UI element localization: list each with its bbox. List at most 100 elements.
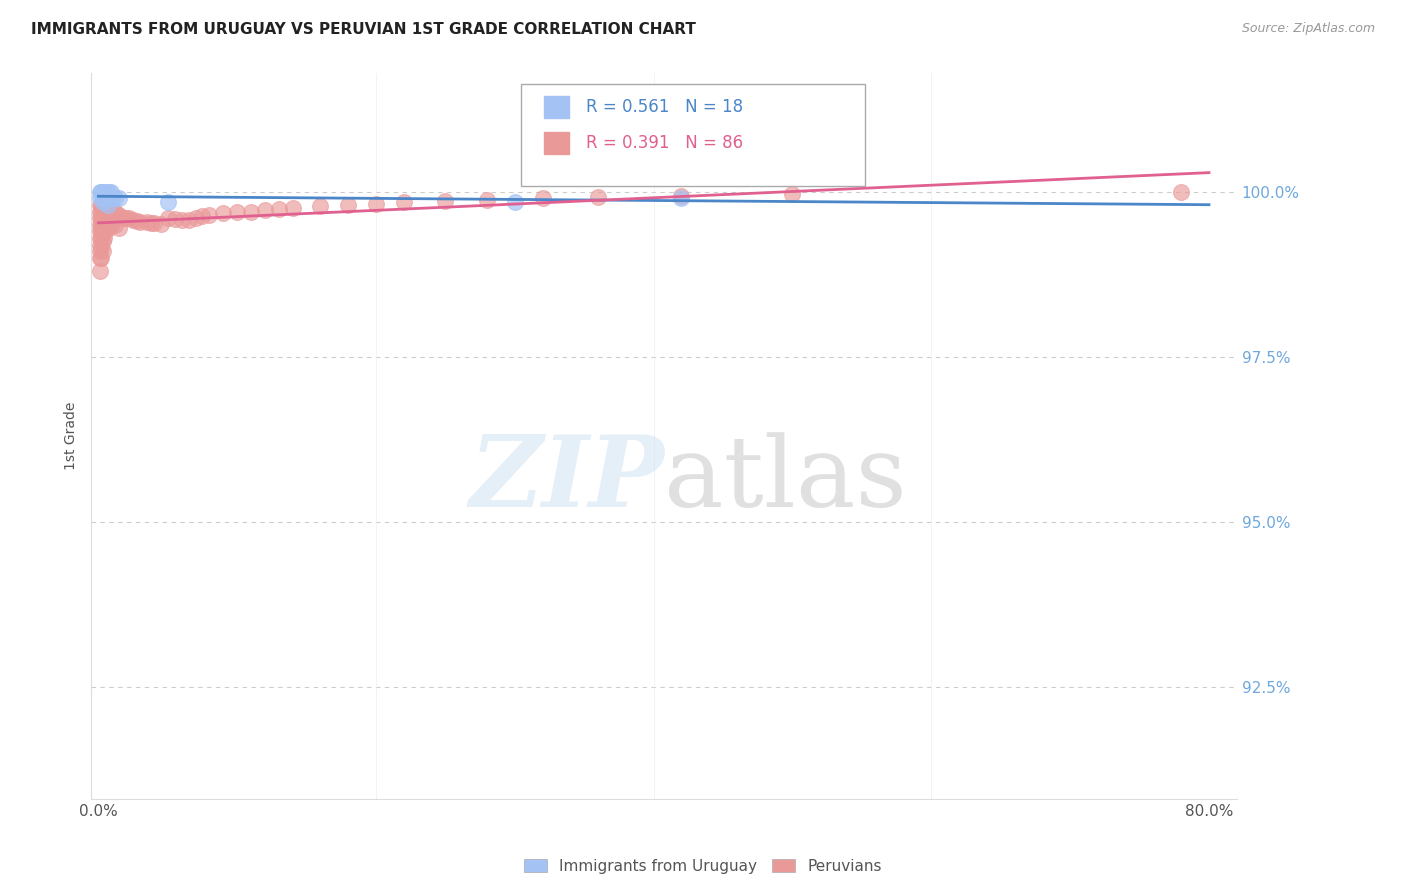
Point <box>89 264 111 278</box>
Point <box>136 215 159 229</box>
Text: R = 0.561   N = 18: R = 0.561 N = 18 <box>586 98 744 116</box>
Point <box>91 194 114 209</box>
Point <box>93 185 115 199</box>
Point <box>96 198 118 212</box>
Point <box>281 201 304 215</box>
Point <box>191 209 214 223</box>
Point <box>94 191 117 205</box>
Point <box>139 216 162 230</box>
Point <box>475 193 498 207</box>
Point <box>108 208 131 222</box>
Point <box>108 221 131 235</box>
Point <box>93 221 115 235</box>
Point <box>90 241 112 255</box>
Point <box>89 185 111 199</box>
Point <box>96 191 118 205</box>
Point <box>93 204 115 219</box>
Point <box>129 214 152 228</box>
Point <box>101 214 124 228</box>
Point <box>89 237 111 252</box>
Point <box>184 211 207 226</box>
Point <box>93 198 115 212</box>
Point <box>156 194 179 209</box>
Point <box>198 208 221 222</box>
Point <box>91 202 114 216</box>
Point <box>89 218 111 232</box>
Point <box>142 217 165 231</box>
Point <box>91 194 114 209</box>
Point <box>503 194 526 209</box>
Point <box>98 202 121 216</box>
Point <box>89 191 111 205</box>
Point <box>156 211 179 226</box>
Point <box>112 211 135 226</box>
Point <box>149 217 172 231</box>
Point <box>94 224 117 238</box>
Text: R = 0.391   N = 86: R = 0.391 N = 86 <box>586 134 744 153</box>
Point <box>94 204 117 219</box>
Point <box>115 211 138 226</box>
Point <box>392 195 415 210</box>
Point <box>96 185 118 199</box>
Point <box>253 203 276 218</box>
Point <box>96 218 118 232</box>
Point <box>364 196 387 211</box>
Point <box>93 211 115 226</box>
Point <box>89 231 111 245</box>
Point <box>118 211 141 226</box>
Point <box>101 191 124 205</box>
Point <box>104 191 127 205</box>
Point <box>89 224 111 238</box>
Point <box>97 218 120 232</box>
Point <box>212 206 235 220</box>
Point <box>97 198 120 212</box>
Point <box>127 214 149 228</box>
Point <box>90 218 112 232</box>
Text: ZIP: ZIP <box>470 432 664 528</box>
Point <box>91 208 114 222</box>
Point <box>101 202 124 216</box>
Point <box>90 231 112 245</box>
Point <box>93 231 115 245</box>
Point <box>170 212 193 227</box>
Point <box>94 194 117 209</box>
Text: IMMIGRANTS FROM URUGUAY VS PERUVIAN 1ST GRADE CORRELATION CHART: IMMIGRANTS FROM URUGUAY VS PERUVIAN 1ST … <box>31 22 696 37</box>
Point <box>90 224 112 238</box>
Point <box>97 208 120 222</box>
FancyBboxPatch shape <box>544 132 569 154</box>
Point <box>94 214 117 228</box>
Point <box>89 251 111 265</box>
Point <box>91 185 114 199</box>
Point <box>89 204 111 219</box>
Point <box>100 218 122 232</box>
Point <box>96 208 118 222</box>
Point <box>240 204 263 219</box>
Point <box>163 211 186 226</box>
Point <box>90 198 112 212</box>
Point <box>98 221 121 235</box>
Point <box>267 202 290 216</box>
Point <box>671 191 693 205</box>
Point <box>89 198 111 212</box>
Point <box>108 191 131 205</box>
Point <box>434 194 457 208</box>
Point <box>782 187 804 202</box>
Point <box>90 251 112 265</box>
Point <box>586 190 609 204</box>
Point <box>100 204 122 219</box>
Point <box>100 185 122 199</box>
Point <box>1170 185 1192 199</box>
Point <box>97 198 120 212</box>
Text: Source: ZipAtlas.com: Source: ZipAtlas.com <box>1241 22 1375 36</box>
Legend: Immigrants from Uruguay, Peruvians: Immigrants from Uruguay, Peruvians <box>517 853 889 880</box>
Point <box>91 244 114 259</box>
Point <box>90 204 112 219</box>
Point <box>91 214 114 228</box>
Y-axis label: 1st Grade: 1st Grade <box>65 402 79 470</box>
Point <box>90 211 112 226</box>
Text: atlas: atlas <box>664 432 907 527</box>
Point <box>122 212 145 227</box>
Point <box>104 204 127 219</box>
Point <box>89 244 111 259</box>
Point <box>89 211 111 226</box>
